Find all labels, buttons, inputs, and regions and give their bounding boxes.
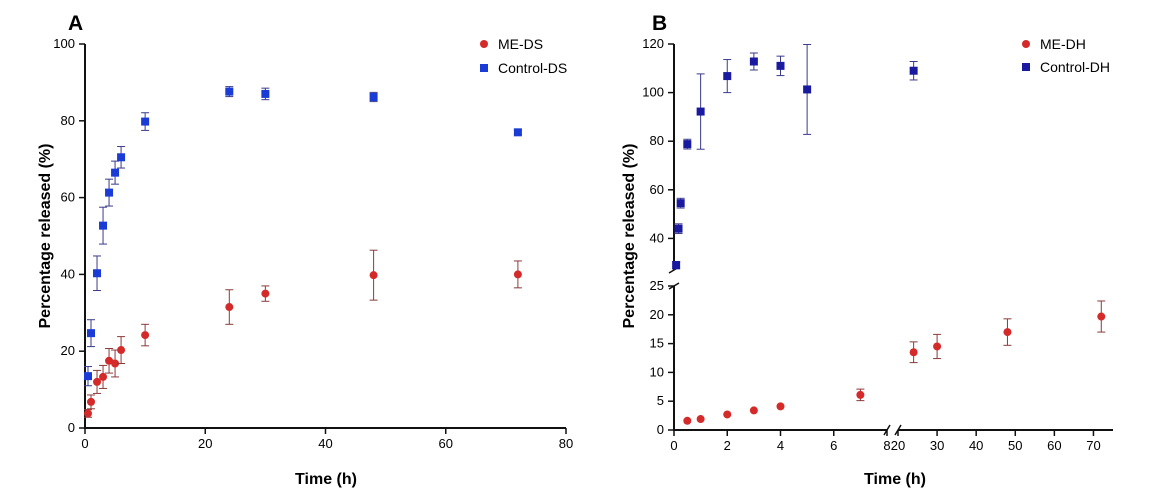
panel-a-control-ds-point [105,188,114,197]
panel-a-y-tick-label: 60 [61,190,75,205]
panel-b-x-tick-label: 2 [724,438,731,453]
panel-b-control-dh-point [723,72,732,81]
panel-b-x-axis-title: Time (h) [864,471,926,488]
panel-b-control-dh-point [676,199,685,208]
panel-a-legend-me-ds-marker [480,40,488,48]
panel-a-me-ds-point [141,331,150,340]
panel-label-a: A [68,12,83,35]
panel-b-control-dh-point [749,57,758,66]
panel-b-x-tick-label: 30 [930,438,944,453]
panel-a-control-ds-point [93,269,102,278]
panel-a-y-tick-label: 80 [61,113,75,128]
panel-b-y-tick-label: 40 [650,230,664,245]
panel-b-y-tick-label: 20 [650,307,664,322]
panel-a-x-tick-label: 60 [439,436,453,451]
panel-b-control-dh-point [909,66,918,75]
panel-b-me-dh-point [856,390,865,399]
panel-b-y-tick-label: 120 [642,36,664,51]
panel-b-legend-control-dh-label: Control-DH [1040,59,1110,75]
panel-b-x-tick-label: 70 [1086,438,1100,453]
panel-b-y-tick-label: 15 [650,336,664,351]
panel-a-me-ds-point [93,377,102,386]
panel-a-y-tick-label: 40 [61,266,75,281]
panel-a-y-tick-label: 100 [53,36,75,51]
panel-b-x-tick-label: 4 [777,438,784,453]
panel-label-b: B [652,12,667,35]
panel-b-me-dh-point [776,402,785,411]
panel-b-y-tick-label: 10 [650,364,664,379]
panel-b-me-dh-point [909,348,918,357]
panel-b-x-tick-label: 8 [883,438,890,453]
panel-a-me-ds-point [105,356,114,365]
panel-a-me-ds-point [261,289,270,298]
panel-b-me-dh-point [723,410,732,419]
panel-a-me-ds-point [369,271,378,280]
panel-a-control-ds-point [225,87,234,96]
panel-b-y-tick-label: 0 [657,422,664,437]
panel-b-legend-control-dh-marker [1022,63,1030,71]
panel-a-me-ds-point [225,303,234,312]
panel-b-me-dh-point [933,342,942,351]
panel-a-y-tick-label: 0 [68,420,75,435]
panel-a-x-tick-label: 40 [318,436,332,451]
panel-a-x-axis-title: Time (h) [295,471,357,488]
panel-a-control-ds-point [141,117,150,126]
panel-b-control-dh-point [674,224,683,233]
panel-b-legend-me-dh-marker [1022,40,1030,48]
panel-b-y-tick-label: 5 [657,393,664,408]
panel-a-control-ds-point [261,89,270,98]
panel-a-y-tick-label: 20 [61,343,75,358]
panel-a-control-ds-point [369,92,378,101]
panel-a-control-ds-point [111,168,120,177]
panel-a-y-axis-title: Percentage released (%) [37,144,54,329]
panel-b-legend-me-dh-label: ME-DH [1040,36,1086,52]
panel-b-y-tick-label: 25 [650,278,664,293]
panel-a-control-ds-point [117,153,126,162]
panel-b-control-dh-point [803,85,812,94]
panel-a-me-ds-point [84,409,93,418]
panel-a-me-ds-point [111,359,120,368]
panel-b-y-tick-label: 60 [650,182,664,197]
panel-a-me-ds-point [99,372,108,381]
panel-b-y-axis-title: Percentage released (%) [621,144,638,329]
panel-b-control-dh-point [683,140,692,149]
panel-b-x-tick-label: 0 [670,438,677,453]
panel-a-legend-me-ds-label: ME-DS [498,36,543,52]
panel-b-x-tick-label: 20 [891,438,905,453]
panel-b-y-tick-label: 100 [642,85,664,100]
panel-b-me-dh-point [696,415,705,424]
panel-b-x-tick-label: 6 [830,438,837,453]
panel-b-x-tick-label: 60 [1047,438,1061,453]
panel-a-control-ds-point [84,372,93,381]
panel-a-x-tick-label: 20 [198,436,212,451]
panel-b-me-dh-point [749,406,758,415]
panel-a-control-ds-point [87,329,96,338]
panel-b-me-dh-point [1097,312,1106,321]
panel-b-control-dh-point [672,261,681,270]
panel-a-control-ds-point [99,221,108,230]
panel-a-x-tick-label: 0 [81,436,88,451]
panel-a-legend-control-ds-marker [480,64,488,72]
panel-b-me-dh-point [683,416,692,425]
panel-b-control-dh-point [776,61,785,70]
panel-b-me-dh-point [1003,328,1012,337]
panel-b-x-tick-label: 50 [1008,438,1022,453]
panel-a-me-ds-point [117,346,126,355]
panel-a-legend-control-ds-label: Control-DS [498,60,567,76]
panel-b-x-tick-label: 40 [969,438,983,453]
panel-a-me-ds-point [513,270,522,279]
panel-b-y-tick-label: 80 [650,133,664,148]
panel-a-me-ds-point [87,397,96,406]
panel-a-x-tick-label: 80 [559,436,573,451]
panel-b-control-dh-point [696,107,705,116]
panel-a-control-ds-point [513,128,522,137]
